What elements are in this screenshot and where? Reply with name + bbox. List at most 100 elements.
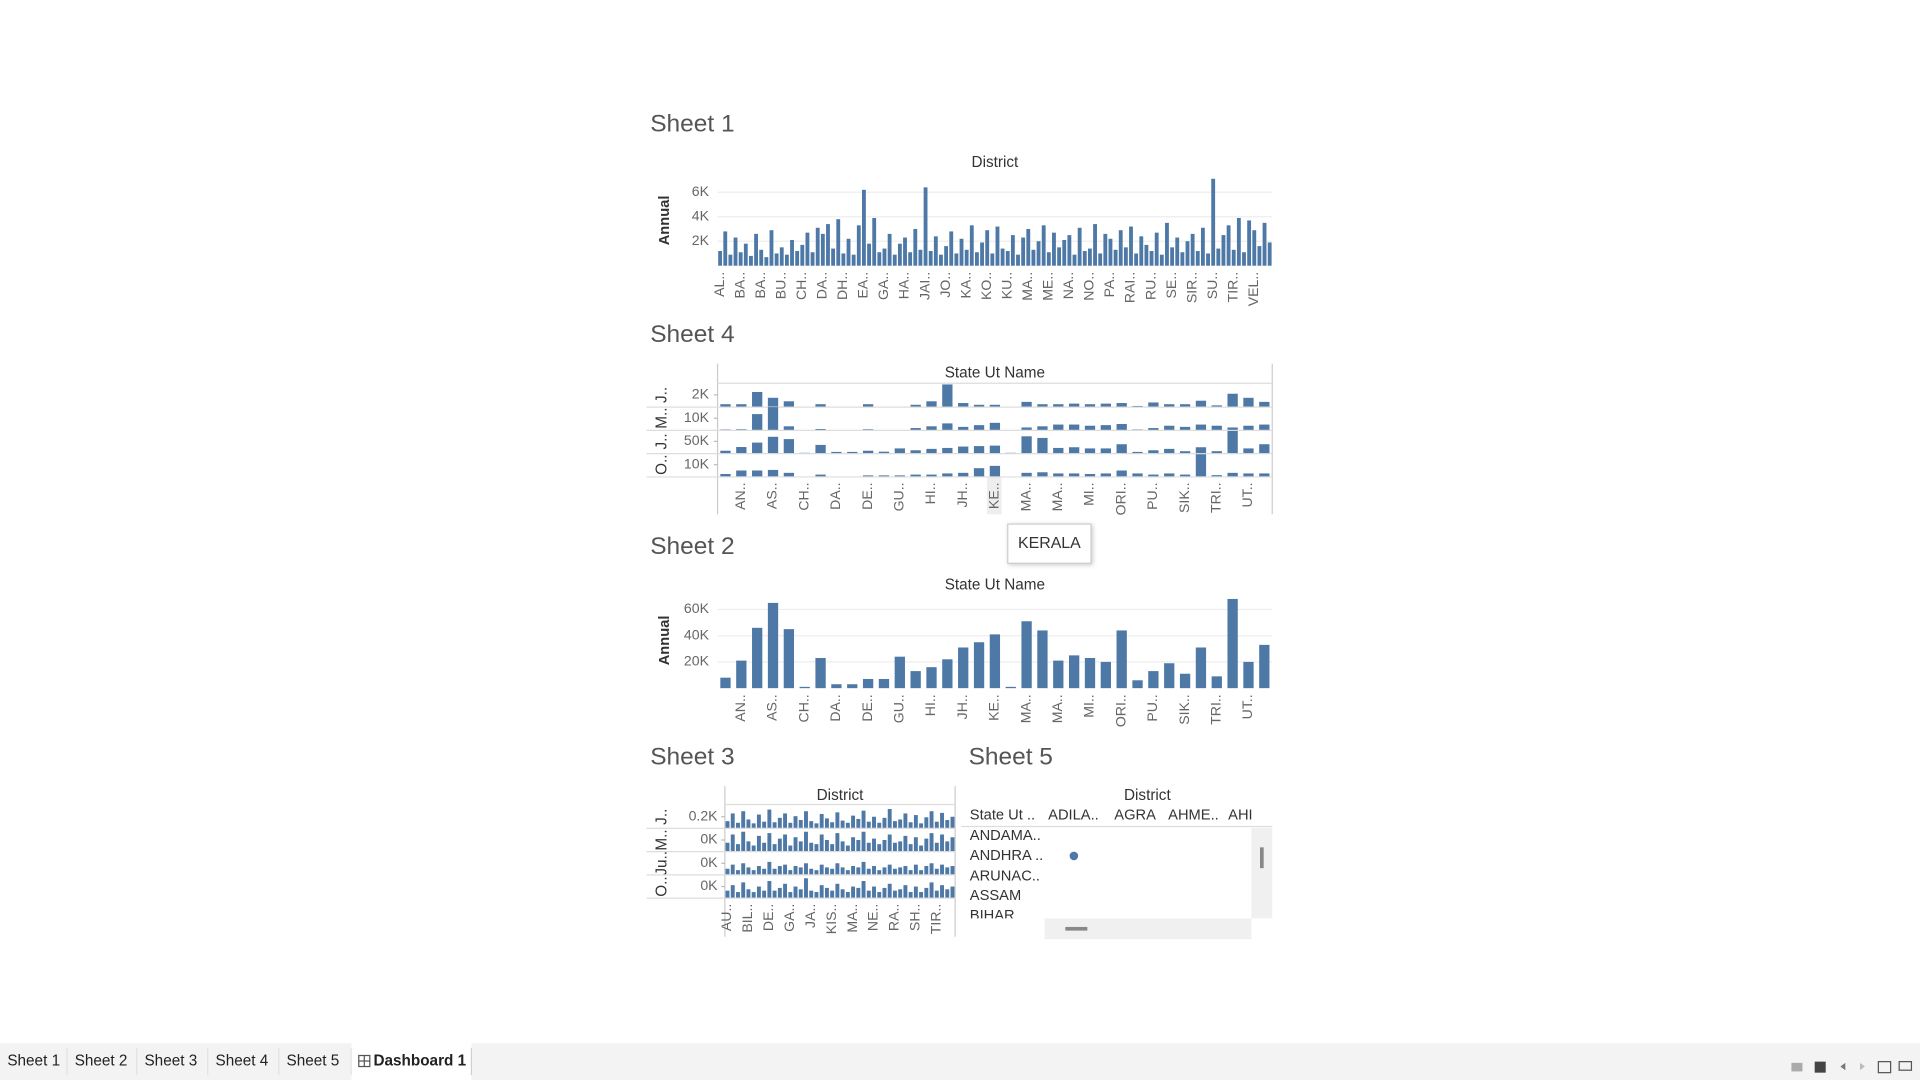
- bar: [798, 841, 803, 852]
- bar: [892, 842, 897, 852]
- x-tick-label: MA..: [1049, 482, 1065, 511]
- status-icons: [1791, 1061, 1913, 1074]
- bar: [1170, 247, 1175, 266]
- bar: [741, 811, 746, 828]
- bar: [973, 446, 985, 454]
- bar: [894, 656, 905, 689]
- bar: [942, 447, 953, 454]
- icon[interactable]: [1840, 1062, 1846, 1071]
- bar: [830, 868, 835, 875]
- tab[interactable]: Sheet 1: [0, 1043, 68, 1080]
- bar: [908, 892, 913, 898]
- bar: [892, 254, 897, 266]
- bar: [1175, 237, 1180, 266]
- x-tick-label: HI..: [922, 482, 938, 504]
- bar: [1084, 425, 1096, 430]
- bar: [1148, 402, 1159, 407]
- bar: [924, 866, 929, 875]
- tab-background[interactable]: [137, 1043, 209, 1080]
- tab-label[interactable]: Sheet 3: [144, 1053, 197, 1070]
- tab-background[interactable]: [279, 1043, 352, 1080]
- bar: [862, 429, 874, 430]
- tab-label[interactable]: Dashboard 1: [373, 1053, 466, 1070]
- bar: [1016, 254, 1020, 266]
- tab-background[interactable]: [208, 1043, 280, 1080]
- bar: [788, 822, 793, 828]
- row-header-title: State Ut ..: [970, 807, 1035, 823]
- tab[interactable]: Sheet 4: [208, 1043, 280, 1080]
- x-tick-label: SIK..: [1176, 694, 1192, 725]
- bar: [1116, 630, 1127, 689]
- vertical-scrollbar[interactable]: [1251, 827, 1273, 919]
- x-tick-label: EA..: [855, 272, 871, 299]
- icon[interactable]: [1814, 1061, 1826, 1073]
- bar: [1259, 424, 1270, 430]
- bar: [1206, 253, 1210, 266]
- bar: [959, 238, 964, 266]
- bar: [720, 474, 731, 477]
- bar: [1067, 235, 1072, 266]
- bar: [1021, 401, 1032, 407]
- tab[interactable]: Dashboard 1: [351, 1043, 473, 1080]
- bar: [845, 870, 850, 875]
- bar: [942, 659, 953, 689]
- bar: [835, 883, 840, 898]
- row-header: M..: [653, 408, 670, 429]
- bar: [845, 892, 850, 898]
- bar: [1195, 454, 1207, 477]
- bar: [882, 867, 887, 875]
- bar: [767, 861, 772, 875]
- tab-label[interactable]: Sheet 4: [216, 1053, 269, 1070]
- x-tick-label: VEL..: [1245, 272, 1261, 306]
- bar: [1227, 393, 1238, 407]
- sheet-title: Sheet 5: [969, 743, 1053, 770]
- bar: [990, 253, 995, 266]
- bar: [989, 634, 1001, 689]
- bar: [973, 468, 985, 477]
- x-tick-label: BIL..: [739, 904, 755, 933]
- x-tick-label: PA..: [1101, 272, 1117, 298]
- bar: [903, 885, 908, 898]
- bar: [877, 822, 882, 828]
- bar: [835, 833, 840, 852]
- icon[interactable]: [1791, 1062, 1803, 1072]
- bar: [795, 251, 800, 266]
- icon[interactable]: [1898, 1061, 1913, 1071]
- scroll-thumb[interactable]: [1065, 926, 1088, 931]
- bar: [958, 647, 969, 689]
- bar: [746, 867, 751, 875]
- x-tick-label: KA..: [957, 272, 973, 299]
- tab-label[interactable]: Sheet 1: [7, 1053, 60, 1070]
- horizontal-scrollbar[interactable]: [1044, 918, 1252, 940]
- row-header: O..: [653, 876, 670, 896]
- bar: [1084, 448, 1096, 454]
- tab[interactable]: Sheet 2: [67, 1043, 138, 1080]
- row-header: J..: [653, 433, 670, 449]
- tab-background[interactable]: [351, 1043, 472, 1080]
- bar: [913, 228, 918, 266]
- bar: [1257, 246, 1262, 266]
- bar: [872, 217, 877, 266]
- bar: [1243, 661, 1254, 689]
- bar: [1093, 224, 1097, 266]
- bar: [924, 887, 929, 898]
- tab-label[interactable]: Sheet 2: [75, 1053, 128, 1070]
- bar: [995, 226, 1000, 266]
- bar: [836, 219, 841, 266]
- scroll-thumb[interactable]: [1260, 847, 1264, 869]
- tab[interactable]: Sheet 3: [137, 1043, 209, 1080]
- bar: [809, 842, 814, 852]
- x-tick-label: TIR..: [928, 904, 944, 935]
- bar: [793, 837, 798, 852]
- tab-label[interactable]: Sheet 5: [287, 1053, 340, 1070]
- tab-background[interactable]: [0, 1043, 68, 1080]
- bar: [824, 867, 829, 875]
- tab[interactable]: Sheet 5: [279, 1043, 353, 1080]
- icon[interactable]: [1877, 1061, 1892, 1074]
- bar: [924, 838, 929, 852]
- y-tick-label: 10K: [684, 455, 710, 471]
- tab-background[interactable]: [67, 1043, 138, 1080]
- x-tick-label: BA..: [752, 272, 768, 299]
- icon[interactable]: [1860, 1062, 1865, 1071]
- x-tick-label: TIR..: [1224, 272, 1240, 303]
